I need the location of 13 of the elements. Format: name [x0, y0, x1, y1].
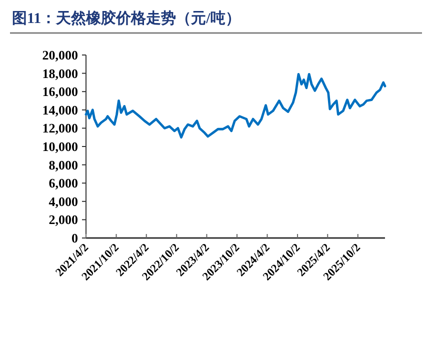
- y-tick-label: 4,000: [48, 194, 78, 209]
- y-tick-label: 16,000: [42, 84, 78, 100]
- y-tick-label: 18,000: [42, 66, 78, 81]
- line-series: [84, 73, 386, 139]
- y-tick-label: 2,000: [48, 212, 78, 228]
- y-tick-label: 12,000: [42, 120, 78, 136]
- y-tick-label: 8,000: [48, 157, 78, 172]
- y-tick-label: 20,000: [42, 48, 78, 62]
- y-tick-label: 0: [72, 230, 78, 246]
- title: 图11：天然橡胶价格走势（元/吨）: [12, 11, 240, 27]
- y-tick-label: 14,000: [42, 102, 78, 118]
- y-tick-label: 6,000: [48, 176, 78, 191]
- y-tick-label: 10,000: [42, 139, 78, 154]
